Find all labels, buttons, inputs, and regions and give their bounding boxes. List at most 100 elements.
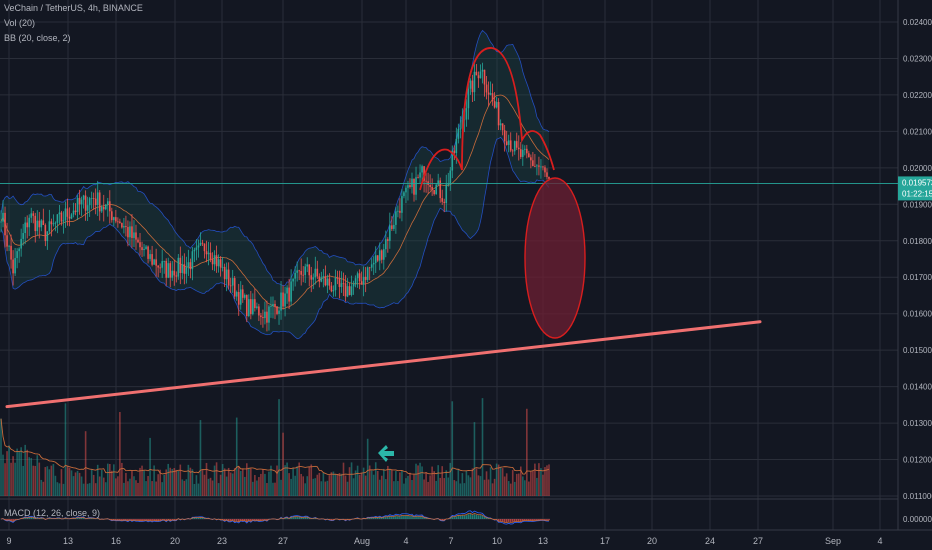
macd-histogram-bar (235, 519, 238, 521)
forecast-ellipse[interactable] (524, 177, 586, 339)
candle-body (538, 165, 540, 167)
macd-legend[interactable]: MACD (12, 26, close, 9) (4, 508, 101, 518)
candle-body (304, 266, 307, 275)
volume-bar (372, 474, 375, 496)
candle-body (54, 222, 57, 224)
bb-legend[interactable]: BB (20, close, 2) (4, 33, 71, 43)
candle-body (98, 192, 101, 212)
volume-bar (102, 477, 105, 496)
candle-body (268, 306, 270, 323)
candle-body (106, 201, 109, 205)
candle-body (26, 222, 28, 228)
volume-bar (211, 480, 214, 496)
volume-bars (0, 398, 550, 496)
volume-bar (387, 465, 389, 496)
macd-histogram-bar (300, 517, 302, 519)
macd-histogram-bar (36, 518, 39, 519)
macd-histogram-bar (111, 519, 113, 521)
vol-legend[interactable]: Vol (20) (4, 18, 36, 28)
macd-histogram-bar (239, 519, 242, 521)
candle-body (437, 180, 439, 185)
volume-bar (245, 463, 248, 496)
candle-body (274, 303, 276, 307)
volume-bar (368, 465, 371, 496)
x-tick-label: 20 (647, 536, 657, 546)
volume-bar (362, 467, 365, 496)
volume-bar (213, 465, 216, 496)
volume-bar (135, 480, 137, 496)
volume-bar (425, 472, 427, 496)
volume-bar (241, 468, 244, 496)
macd-histogram-bar (497, 519, 500, 521)
macd-histogram-bar (280, 517, 282, 519)
candle-body (207, 252, 210, 255)
candle-body (491, 93, 494, 102)
x-tick-label: 10 (492, 536, 502, 546)
candle-body (82, 195, 85, 200)
head-and-shoulders-outline[interactable] (419, 47, 555, 191)
volume-bar (141, 465, 143, 496)
volume-bar (487, 479, 490, 496)
candle-body (193, 249, 196, 252)
candle-body (72, 210, 75, 215)
macd-histogram-bar (306, 517, 309, 519)
candle-body (100, 207, 103, 212)
x-tick-label: 4 (403, 536, 408, 546)
macd-histogram-bar (455, 516, 458, 519)
arrow-left-icon[interactable] (378, 445, 394, 462)
volume-bar (382, 468, 385, 496)
macd-histogram-bar (411, 516, 413, 519)
candle-body (221, 266, 224, 268)
volume-bar (86, 483, 89, 496)
candle-body (276, 306, 278, 314)
volume-bar (332, 471, 335, 496)
macd-histogram-bar (519, 519, 522, 522)
candle-body (189, 262, 192, 270)
volume-bar (207, 478, 210, 496)
candle-body (385, 239, 387, 250)
volume-bar (48, 469, 51, 496)
x-tick-label: 17 (600, 536, 610, 546)
volume-bar (296, 466, 298, 496)
volume-bar (231, 473, 234, 496)
volume-bar (336, 474, 339, 496)
candle-body (252, 299, 254, 315)
macd-histogram-bar (135, 519, 137, 521)
volume-bar (274, 482, 276, 496)
macd-histogram-bar (505, 519, 508, 523)
x-tick-label: 27 (753, 536, 763, 546)
volume-bar (364, 475, 367, 496)
candle-body (161, 261, 163, 268)
candle-body (248, 299, 250, 317)
macd-histogram-bar (397, 516, 399, 519)
candle-body (183, 264, 186, 274)
volume-bar (106, 463, 109, 496)
symbol-legend[interactable]: VeChain / TetherUS, 4h, BINANCE (4, 3, 143, 13)
macd-histogram-bar (64, 518, 67, 519)
macd-histogram-bar (258, 519, 260, 521)
candle-body (459, 128, 462, 130)
volume-bar (532, 470, 534, 496)
candle-body (352, 283, 355, 287)
macd-histogram-bar (389, 516, 391, 519)
bollinger-band (0, 29, 550, 340)
volume-bar (459, 483, 462, 496)
candle-body (233, 278, 236, 297)
trendline[interactable] (5, 320, 762, 409)
volume-bar (179, 464, 182, 496)
candle-body (419, 172, 421, 178)
candle-body (262, 317, 264, 319)
volume-bar (205, 462, 208, 496)
grid (0, 0, 932, 531)
volume-bar (389, 468, 391, 496)
macd-histogram-bar (405, 515, 407, 519)
volume-bar (467, 475, 470, 496)
volume-bar (221, 464, 224, 496)
volume-bar (115, 478, 117, 496)
candle-body (80, 199, 83, 205)
volume-bar (82, 483, 85, 496)
candle-body (296, 270, 298, 273)
volume-bar (268, 471, 270, 496)
